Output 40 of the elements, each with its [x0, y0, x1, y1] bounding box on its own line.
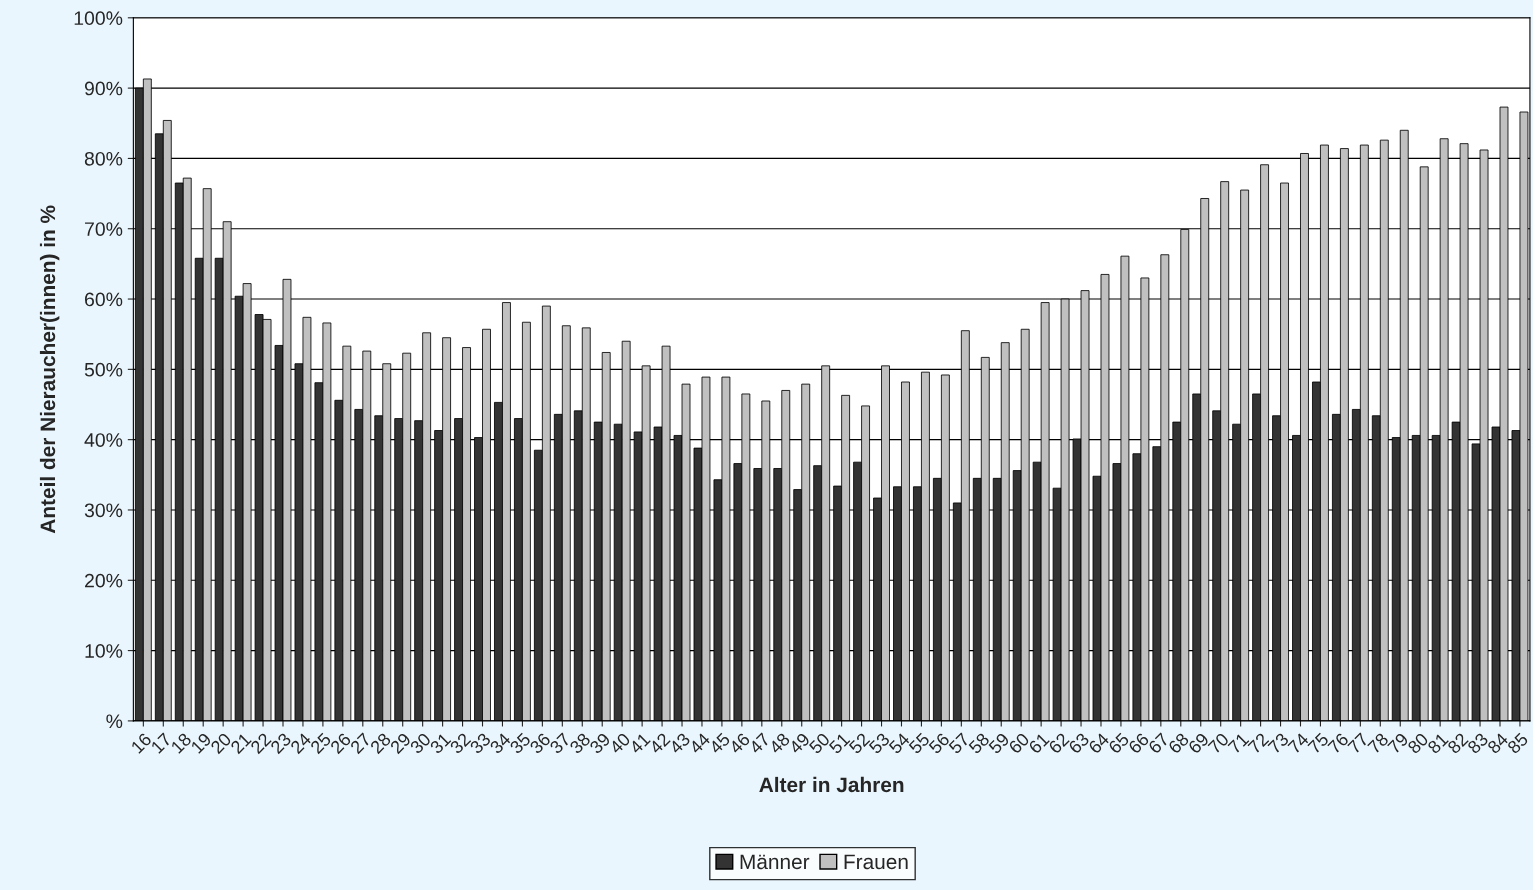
x-tick-label: 17 [150, 732, 172, 754]
y-tick-label: 60% [85, 292, 123, 307]
x-tick-label: 66 [1127, 732, 1150, 755]
x-tick-label: 48 [768, 732, 791, 755]
y-tick-label: 30% [84, 503, 123, 518]
x-tick-label: 31 [429, 732, 452, 755]
x-tick-label: 26 [329, 732, 352, 755]
x-tick-label: 52 [848, 732, 871, 755]
y-tick-label: 10% [85, 644, 123, 658]
y-tick-label: 80% [84, 151, 123, 166]
x-tick-label: 34 [489, 732, 512, 755]
x-tick-label: 27 [349, 732, 372, 755]
y-tick-label: 100% [74, 11, 123, 26]
x-tick-label: 29 [389, 732, 412, 755]
x-tick-label: 67 [1147, 732, 1170, 755]
x-tick-label: 46 [728, 732, 751, 755]
x-tick-label: 51 [828, 732, 851, 755]
x-tick-label: 18 [170, 732, 193, 754]
y-tick-label: % [106, 714, 123, 729]
x-tick-label: 72 [1247, 732, 1270, 755]
x-tick-label: 28 [369, 732, 392, 755]
x-tick-label: 35 [509, 732, 532, 755]
y-tick-label: 70% [85, 222, 123, 236]
x-tick-label: 68 [1167, 732, 1190, 755]
y-tick-label: 40% [84, 433, 123, 447]
y-axis-title: Anteil der Nieraucher(innen) in % [39, 205, 60, 534]
y-tick-label: 20% [85, 573, 123, 588]
x-tick-label: 30 [409, 732, 432, 755]
y-tick-label: 90% [84, 81, 123, 96]
x-tick-label: 19 [190, 732, 212, 754]
x-tick-label: 71 [1227, 732, 1250, 755]
legend-label: Männer [740, 854, 810, 870]
x-tick-label: 33 [469, 732, 492, 755]
y-tick-label: 50% [84, 362, 123, 377]
x-tick-label: 20 [209, 732, 233, 755]
x-tick-label: 16 [130, 732, 153, 754]
x-tick-label: 47 [748, 732, 771, 755]
x-axis-title: Alter in Jahren [759, 776, 904, 793]
legend-label: Frauen [844, 854, 908, 870]
x-tick-label: 38 [568, 732, 592, 755]
